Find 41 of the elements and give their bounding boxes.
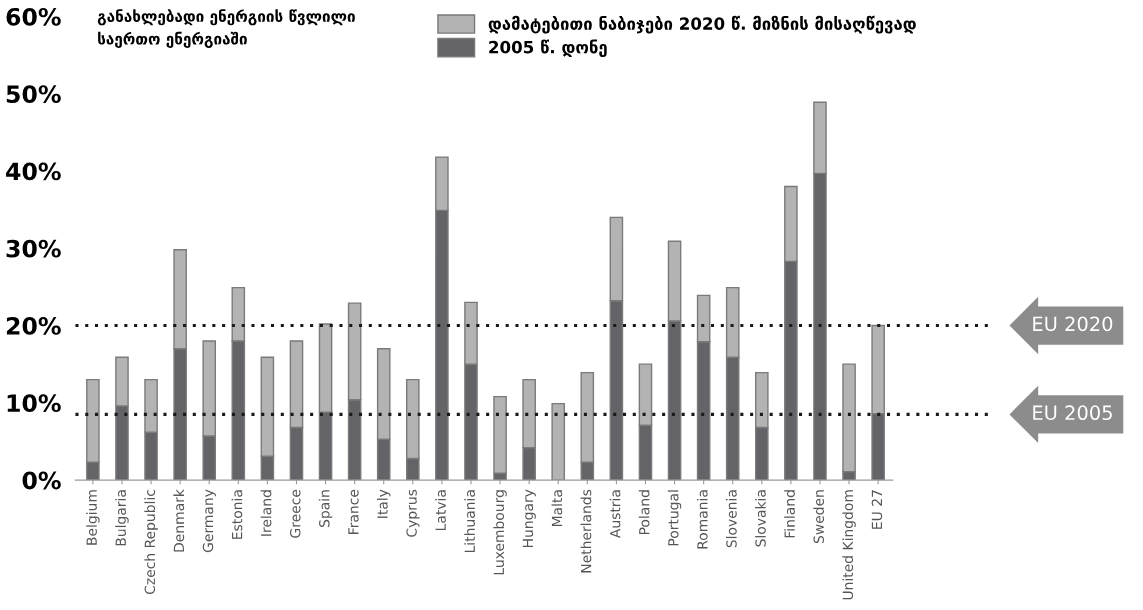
x-tick-label: Germany	[202, 489, 216, 553]
x-tick-label: Malta	[551, 490, 563, 527]
ref-line-label: EU 2005	[1033, 405, 1112, 421]
x-tick-label: Bulgaria	[115, 490, 129, 546]
y-tick-label: 10%	[7, 394, 61, 413]
chart-title: განახლებადი ენერგიის წვლილი საერთო ენერგიაში	[97, 9, 355, 48]
x-tick-label: Estonia	[231, 490, 243, 539]
y-tick-label: 60%	[6, 7, 61, 26]
x-tick-label: EU 27	[871, 490, 883, 529]
y-tick-label: 0%	[22, 471, 61, 490]
x-tick-label: Cyprus	[406, 489, 420, 537]
x-tick-label: Portugal	[667, 490, 682, 546]
x-tick-label: Slovenia	[726, 490, 737, 548]
bar	[551, 402, 566, 481]
x-tick-label: Romania	[696, 490, 708, 549]
y-tick-label: 30%	[6, 239, 61, 258]
x-tick-label: United Kingdom	[842, 490, 856, 600]
x-tick-label: Ireland	[260, 490, 272, 536]
x-tick-label: Spain	[318, 490, 333, 527]
x-tick-label: Austria	[609, 490, 621, 539]
x-tick-label: Slovakia	[755, 490, 766, 547]
x-tick-label: Czech Republic	[144, 489, 158, 595]
y-tick-label: 40%	[6, 162, 61, 181]
x-tick-label: Finland	[784, 490, 795, 538]
y-tick-label: 50%	[6, 85, 61, 104]
x-tick-label: Sweden	[813, 490, 824, 544]
x-tick-label: Italy	[377, 489, 391, 518]
y-tick-label: 20%	[6, 316, 61, 335]
x-tick-label: Belgium	[86, 490, 100, 545]
x-tick-label: France	[348, 489, 359, 534]
x-tick-label: Denmark	[173, 489, 185, 552]
legend-label: დამატებითი ნაბიჯები 2020 წ. მიზნის მისაღწევად	[488, 15, 916, 34]
ref-line-label: EU 2020	[1033, 316, 1113, 332]
x-tick-label: Luxembourg	[493, 490, 507, 575]
x-tick-label: Poland	[638, 490, 650, 535]
x-tick-label: Lithuania	[464, 490, 475, 553]
legend-label: 2005 წ. დონე	[489, 39, 607, 58]
x-tick-label: Greece	[290, 489, 301, 538]
x-tick-label: Hungary	[522, 489, 536, 548]
x-tick-label: Latvia	[435, 490, 446, 531]
x-tick-label: Netherlands	[580, 489, 592, 573]
